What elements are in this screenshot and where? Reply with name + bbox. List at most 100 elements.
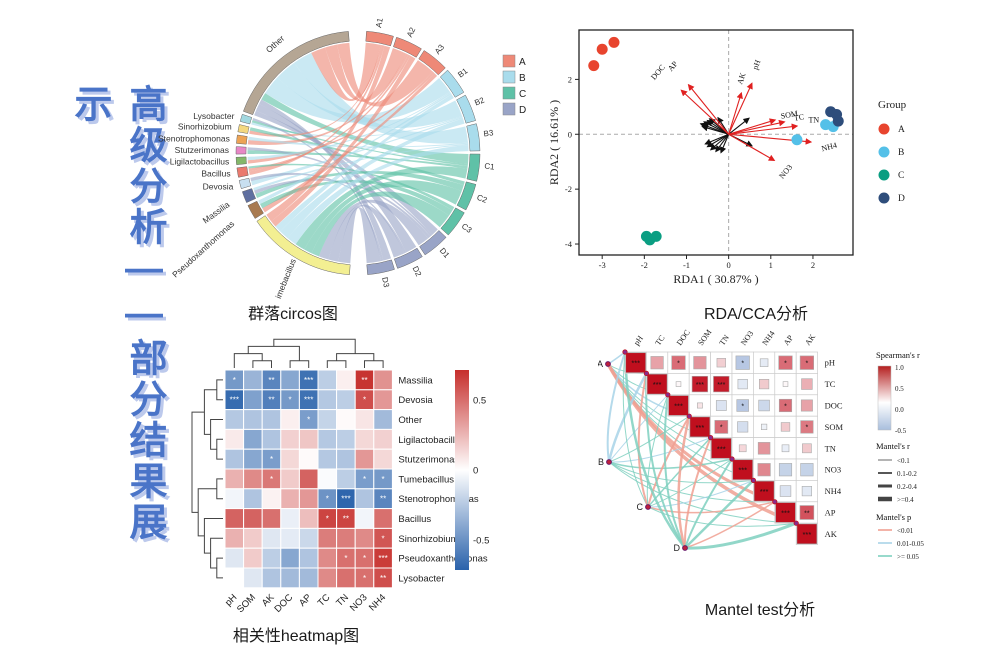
chord-ribbon (318, 199, 429, 260)
row-label: Bacillus (398, 514, 431, 525)
heatmap-cell (336, 468, 356, 490)
heatmap-cell (373, 428, 393, 450)
mantel-cell-square (737, 379, 748, 390)
y-tick-label: -2 (565, 184, 572, 194)
mantel-cell-square (715, 400, 727, 411)
heatmap-cell (280, 547, 300, 569)
sector-label: D3 (380, 276, 391, 288)
sector-label: Sinorhizobium (178, 122, 232, 132)
mantel-curve (684, 501, 776, 549)
sectors-group (235, 31, 481, 275)
sig-stars: * (326, 515, 329, 524)
heatmap-cell (354, 448, 375, 470)
env-arrow (687, 83, 730, 135)
colorbar-tick: 0.5 (473, 396, 486, 407)
env-arrow-label: pH (751, 58, 763, 70)
sig-stars: * (326, 495, 329, 504)
env-arrow-label: AP (666, 59, 680, 73)
chord-ribbon (311, 191, 450, 257)
col-label: NO3 (348, 592, 370, 614)
colorbar-tick: 0 (473, 466, 478, 477)
chord-ribbon (337, 42, 433, 107)
sig-stars: * (382, 534, 385, 543)
colorbar-tick: -0.5 (473, 536, 489, 547)
sig-stars: ** (268, 396, 274, 405)
heatmap-cell (317, 369, 338, 391)
heatmap-cell (243, 369, 263, 391)
sig-stars: *** (717, 444, 726, 453)
heatmap-cell (317, 428, 338, 450)
sig-stars: * (270, 455, 273, 464)
sig-stars: *** (304, 396, 313, 405)
rda-point (596, 43, 608, 55)
sig-stars: *** (696, 423, 705, 432)
chord-ribbon (311, 42, 381, 102)
heatmap-cell (224, 468, 245, 490)
heatmap-cell (298, 547, 319, 569)
sig-stars: * (741, 403, 744, 410)
heatmap-cell (298, 468, 319, 490)
sig-stars: *** (631, 359, 640, 368)
rda-point (832, 115, 844, 127)
env-arrow-label: AK (735, 71, 747, 85)
sig-stars: * (806, 361, 809, 368)
chord-ribbon (304, 180, 462, 254)
mantel-curve (608, 458, 733, 470)
heatmap-cell (261, 428, 282, 450)
heatmap-cell (298, 508, 319, 529)
mantel-cell-square (799, 355, 814, 370)
circos-sector (243, 31, 350, 116)
mantel-cell-diag (732, 459, 753, 480)
heatmap-cell (298, 488, 319, 510)
mantel-cell-square (757, 442, 771, 455)
heatmap-cell (261, 488, 282, 510)
mantel-cell-square (691, 375, 709, 393)
circos-sector (238, 177, 252, 189)
sig-stars: * (720, 425, 723, 432)
sector-label: D2 (411, 265, 424, 279)
spearman-colorbar (877, 365, 892, 431)
mantel-cell-square (801, 486, 812, 497)
circos-sector (236, 166, 249, 178)
mantel-cell-square (761, 423, 768, 430)
spearman-legend-title: Spearman's r (876, 350, 920, 360)
heatmap-cell (224, 409, 245, 430)
species-arrow (701, 124, 729, 135)
heatmap-cell (354, 409, 375, 430)
group-node-label: C (637, 502, 644, 512)
heatmap-cell (373, 567, 393, 589)
heatmap-cell (243, 567, 263, 589)
heatmap-cell (317, 389, 338, 411)
col-label: SOM (235, 592, 258, 615)
mantel-cell-square (780, 422, 791, 432)
chord-ribbon (295, 166, 468, 250)
sector-label: A3 (433, 42, 447, 56)
chord-ribbon (325, 44, 407, 102)
heatmap-cell (354, 488, 375, 510)
mantel-cell-square (781, 444, 790, 453)
circos-sector (456, 181, 477, 211)
row-label: Ligilactobacillus (398, 435, 465, 446)
heatmap-cell (243, 547, 263, 569)
mantel-row-label: NH4 (825, 486, 842, 496)
heatmap-cell (224, 428, 245, 450)
matrix-node-dot (729, 456, 735, 462)
heatmap-cell (280, 508, 300, 529)
heatmap-cell (243, 409, 263, 430)
mantel-cell-diag (711, 438, 732, 459)
env-arrow-label: TN (808, 116, 819, 125)
heatmap-cell (224, 488, 245, 510)
heatmap-cell (336, 409, 356, 430)
heatmap-cell (280, 567, 300, 589)
sig-stars: * (363, 554, 366, 563)
mantel-cell-square (675, 381, 682, 387)
heatmap-cell (298, 428, 319, 450)
mantel-row-label: pH (825, 358, 835, 368)
heatmap-cell (261, 547, 282, 569)
heatmap-cell (243, 389, 263, 411)
sig-stars: * (233, 376, 236, 385)
heatmap-cell (261, 567, 282, 589)
circos-sector (418, 50, 446, 76)
circos-sector (365, 31, 394, 47)
